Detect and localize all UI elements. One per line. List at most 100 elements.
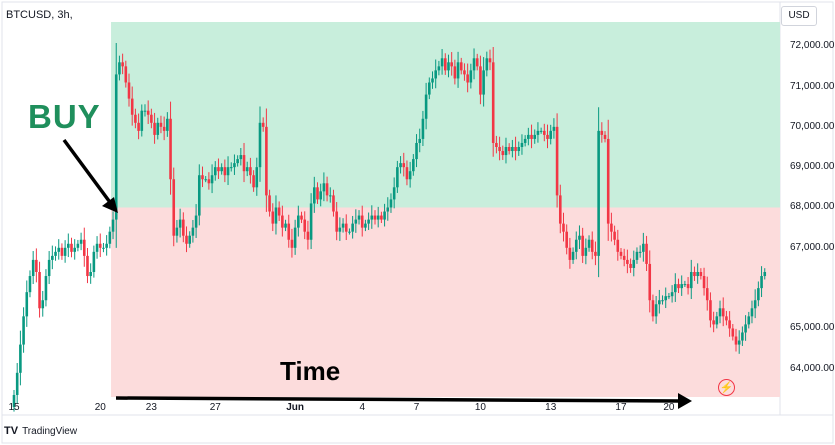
candle-body	[629, 263, 632, 268]
candle-body	[309, 203, 313, 240]
candle-body	[721, 308, 725, 317]
candle-body	[54, 251, 57, 256]
candle-body	[399, 163, 402, 168]
candle-body	[121, 62, 124, 67]
currency-button[interactable]: USD	[781, 6, 817, 26]
candle-body	[638, 251, 642, 253]
price-tick-label: 65,000.00	[790, 322, 835, 334]
candle-body	[19, 344, 22, 373]
candle-body	[28, 276, 32, 293]
loss-zone	[111, 207, 780, 397]
candle-body	[587, 239, 591, 248]
time-tick-label: 13	[545, 402, 557, 413]
candle-body	[191, 227, 195, 236]
candle-body	[47, 259, 51, 277]
candle-body	[501, 151, 505, 156]
candle-body	[702, 276, 706, 289]
candle-body	[25, 292, 29, 317]
candle-body	[488, 58, 492, 63]
candle-body	[459, 62, 463, 71]
candle-body	[760, 276, 763, 289]
candle-body	[475, 58, 479, 67]
candle-body	[539, 130, 543, 132]
candle-body	[610, 223, 613, 232]
candle-body	[734, 336, 738, 345]
candle-body	[245, 167, 249, 172]
candle-body	[718, 308, 722, 317]
candle-body	[520, 142, 524, 147]
candle-body	[166, 118, 169, 131]
candle-body	[469, 70, 473, 83]
flash-icon[interactable]: ⚡	[718, 379, 735, 396]
candle-body	[626, 259, 629, 264]
candle-body	[182, 219, 185, 236]
candle-body	[606, 138, 610, 224]
candle-body	[737, 340, 741, 345]
tradingview-logo[interactable]: TV TradingView	[4, 425, 77, 437]
candle-body	[258, 122, 262, 168]
candle-body	[392, 187, 396, 200]
candle-body	[578, 235, 581, 240]
candle-body	[725, 316, 728, 321]
candle-body	[498, 147, 501, 152]
candle-body	[111, 219, 115, 232]
time-tick-label: 10	[474, 402, 486, 413]
time-tick-label: 20	[94, 402, 106, 413]
time-tick-label: 23	[145, 402, 157, 413]
candle-body	[328, 195, 332, 197]
candle-body	[98, 243, 102, 248]
candle-body	[51, 255, 54, 260]
candle-body	[418, 138, 422, 143]
candle-body	[674, 284, 677, 293]
candle-body	[693, 272, 696, 277]
candle-body	[683, 284, 687, 286]
candle-body	[642, 243, 645, 252]
candle-body	[60, 247, 64, 256]
candle-body	[389, 199, 393, 208]
buy-arrowhead	[102, 197, 118, 213]
candle-body	[223, 167, 227, 176]
tradingview-logo-icon: TV	[4, 425, 19, 437]
candle-body	[479, 66, 482, 95]
candle-body	[530, 134, 533, 139]
candle-body	[440, 58, 444, 67]
candle-body	[137, 122, 140, 131]
candle-body	[360, 215, 364, 228]
candle-body	[408, 171, 412, 180]
candle-body	[571, 251, 575, 260]
candle-body	[86, 255, 89, 277]
candle-body	[584, 247, 588, 256]
candle-body	[485, 58, 489, 71]
price-tick-label: 68,000.00	[790, 201, 835, 213]
candle-body	[507, 147, 511, 152]
candle-body	[22, 316, 25, 345]
candle-body	[293, 227, 297, 248]
candle-body	[204, 179, 207, 181]
time-tick-label: 27	[209, 402, 221, 413]
candle-body	[491, 62, 495, 143]
candle-body	[370, 215, 374, 220]
candle-body	[261, 122, 265, 127]
price-tick-label: 64,000.00	[790, 362, 835, 374]
candle-body	[105, 243, 108, 248]
candle-body	[386, 207, 390, 212]
candle-body	[402, 163, 406, 168]
candle-body	[616, 239, 620, 252]
candle-body	[597, 130, 600, 256]
symbol-label[interactable]: BTCUSD, 3h,	[6, 9, 73, 21]
candle-body	[456, 62, 460, 79]
candle-body	[348, 231, 351, 233]
candle-body	[590, 239, 594, 252]
candle-body	[255, 167, 259, 188]
candle-body	[555, 126, 559, 196]
candle-body	[188, 235, 192, 244]
candle-body	[118, 62, 121, 75]
candle-body	[664, 296, 668, 301]
candle-body	[648, 263, 652, 301]
candle-body	[217, 167, 220, 172]
candle-body	[645, 243, 648, 264]
candle-body	[239, 155, 243, 160]
candle-body	[383, 211, 386, 220]
candle-body	[565, 231, 568, 248]
